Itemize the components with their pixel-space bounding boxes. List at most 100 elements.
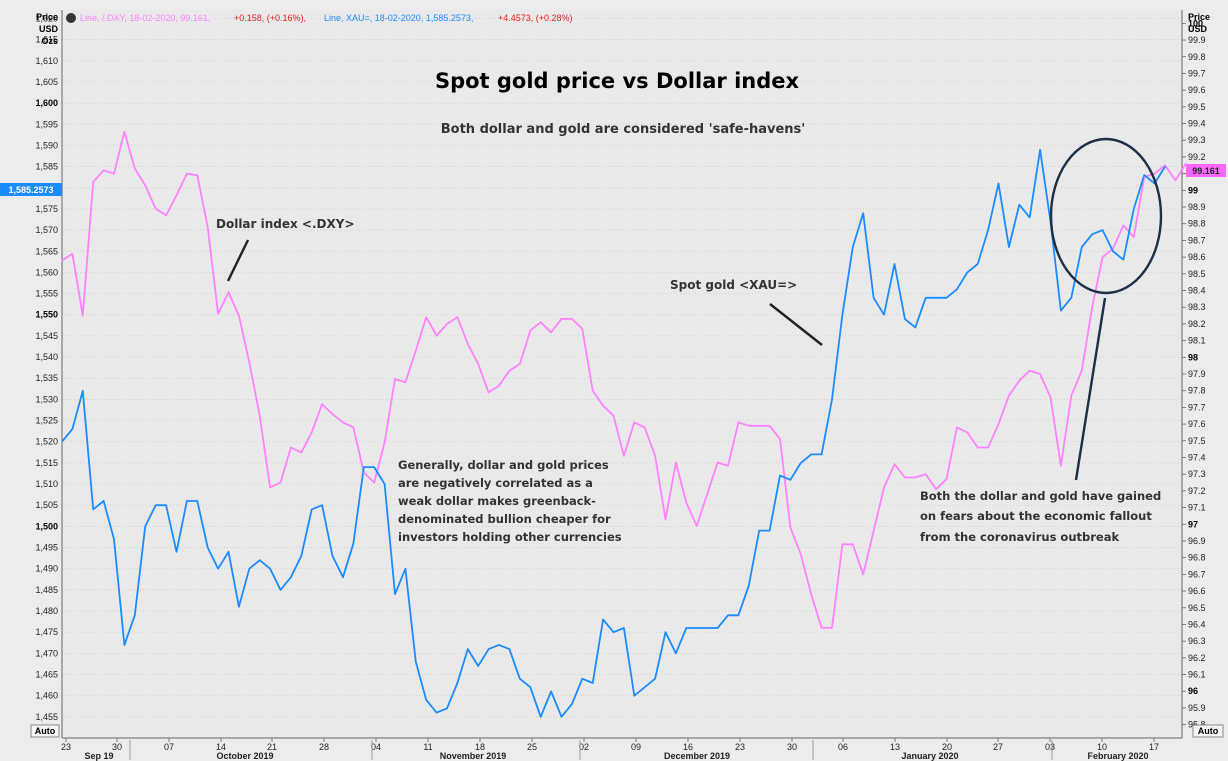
gold-data-point [113, 538, 115, 540]
gold-data-point [1008, 246, 1010, 248]
dollar-data-point [1081, 370, 1083, 372]
dollar-data-point [716, 461, 719, 464]
gold-data-point [331, 555, 334, 557]
right-tick-label: 96.4 [1188, 619, 1206, 629]
gold-data-point [540, 716, 542, 718]
left-axis-header-price: Price [36, 12, 58, 22]
right-tick-label: 98.8 [1188, 219, 1206, 229]
left-auto-scale-button[interactable] [30, 724, 60, 738]
gold-data-point [311, 508, 313, 511]
dollar-data-point [664, 518, 667, 520]
fear-pointer [1074, 297, 1107, 481]
left-axis-header-usd: USD [39, 24, 59, 34]
dollar-data-point [196, 174, 198, 176]
dollar-data-point [1049, 396, 1052, 398]
dollar-data-point [1060, 465, 1062, 467]
gold-data-point [779, 474, 781, 477]
legend-chart-icon[interactable] [66, 13, 76, 23]
dollar-data-point [373, 481, 375, 484]
dollar-data-point [571, 318, 573, 320]
gold-data-point [664, 631, 667, 633]
x-tick-label: 18 [475, 742, 485, 752]
right-tick-label: 95.9 [1188, 703, 1206, 713]
dollar-data-point [987, 446, 989, 449]
left-tick-label: 1,555 [35, 289, 58, 299]
dollar-data-point [862, 573, 864, 575]
gold-data-point [1081, 246, 1083, 248]
gold-data-point [498, 644, 500, 646]
dollar-data-point [1164, 164, 1166, 166]
left-tick-label: 1,600 [35, 98, 58, 108]
left-tick-label: 1,620 [35, 13, 58, 23]
gold-data-point [748, 585, 750, 587]
gold-data-point [821, 453, 823, 456]
left-tick-label: 1,510 [35, 479, 58, 489]
dollar-data-point [394, 378, 396, 380]
left-tick-label: 1,610 [35, 56, 58, 66]
right-axis-header-usd: USD [1188, 24, 1208, 34]
dollar-data-point [966, 431, 968, 434]
dollar-data-point [904, 476, 906, 479]
right-tick-label: 99.4 [1188, 119, 1206, 129]
dollar-index-label: Dollar index <.DXY> [216, 217, 355, 231]
right-tick-label: 99.2 [1188, 152, 1206, 162]
gold-data-point [196, 500, 198, 502]
gold-data-point [103, 500, 105, 502]
gold-data-point [1133, 208, 1135, 210]
dollar-data-point [82, 314, 84, 317]
left-tick-label: 1,460 [35, 691, 58, 701]
dollar-data-point [207, 226, 209, 228]
gold-data-point [425, 699, 427, 701]
gold-data-point [1091, 233, 1093, 235]
x-tick-label: 09 [631, 742, 641, 752]
plot-area [62, 10, 1182, 738]
chart-subtitle: Both dollar and gold are considered 'saf… [441, 122, 806, 137]
dollar-data-point [1143, 176, 1145, 178]
gold-data-point [789, 479, 791, 481]
gold-data-point [644, 686, 646, 688]
gold-data-point [987, 229, 989, 231]
dollar-data-point [592, 390, 594, 392]
dollar-data-point [1039, 373, 1041, 375]
gold-data-point [352, 542, 354, 544]
dollar-data-point [342, 421, 344, 424]
dollar-data-point [279, 481, 282, 484]
gold-data-point [1143, 174, 1145, 176]
dollar-data-point [821, 627, 823, 629]
left-axis: 1,620 1,615 1,610 1,605 1,600 1,595 1,590 1,585… [35, 13, 58, 721]
gold-data-point [893, 263, 896, 265]
gold-data-point [1164, 166, 1166, 168]
left-tick-label: 1,465 [35, 670, 58, 680]
left-tick-label: 1,585 [35, 162, 58, 172]
gold-data-point [186, 500, 188, 502]
dollar-data-point [914, 476, 916, 479]
gold-data-point [904, 318, 906, 320]
gold-data-point [581, 678, 583, 680]
dollar-data-point [831, 627, 833, 629]
gold-data-point [675, 652, 677, 654]
right-tick-label: 97.3 [1188, 469, 1206, 479]
dollar-data-point [550, 331, 552, 333]
left-tick-label: 1,575 [35, 204, 58, 214]
gold-data-point [342, 576, 344, 578]
gold-data-point [467, 648, 469, 650]
dollar-data-point [977, 446, 979, 449]
dollar-data-point [1112, 248, 1114, 250]
right-tick-label: 96.5 [1188, 603, 1206, 613]
gold-data-point [623, 627, 625, 629]
right-auto-scale-button[interactable] [1192, 724, 1224, 738]
right-tick-label: 99.5 [1188, 102, 1206, 112]
dollar-last-value: 99.161 [1192, 166, 1220, 176]
x-tick-label: 10 [1097, 742, 1107, 752]
gold-data-point [550, 690, 552, 693]
right-tick-label: 98.1 [1188, 336, 1206, 346]
left-tick-label: 1,515 [35, 458, 58, 468]
month-label: October 2019 [216, 751, 273, 761]
left-tick-label: 1,530 [35, 394, 58, 404]
right-tick-label: 98.4 [1188, 286, 1206, 296]
gold-data-point [737, 614, 739, 616]
legend-dxy-change: +0.158, (+0.16%), [234, 13, 306, 23]
gold-data-point [1018, 204, 1020, 206]
gold-data-point [92, 508, 94, 511]
